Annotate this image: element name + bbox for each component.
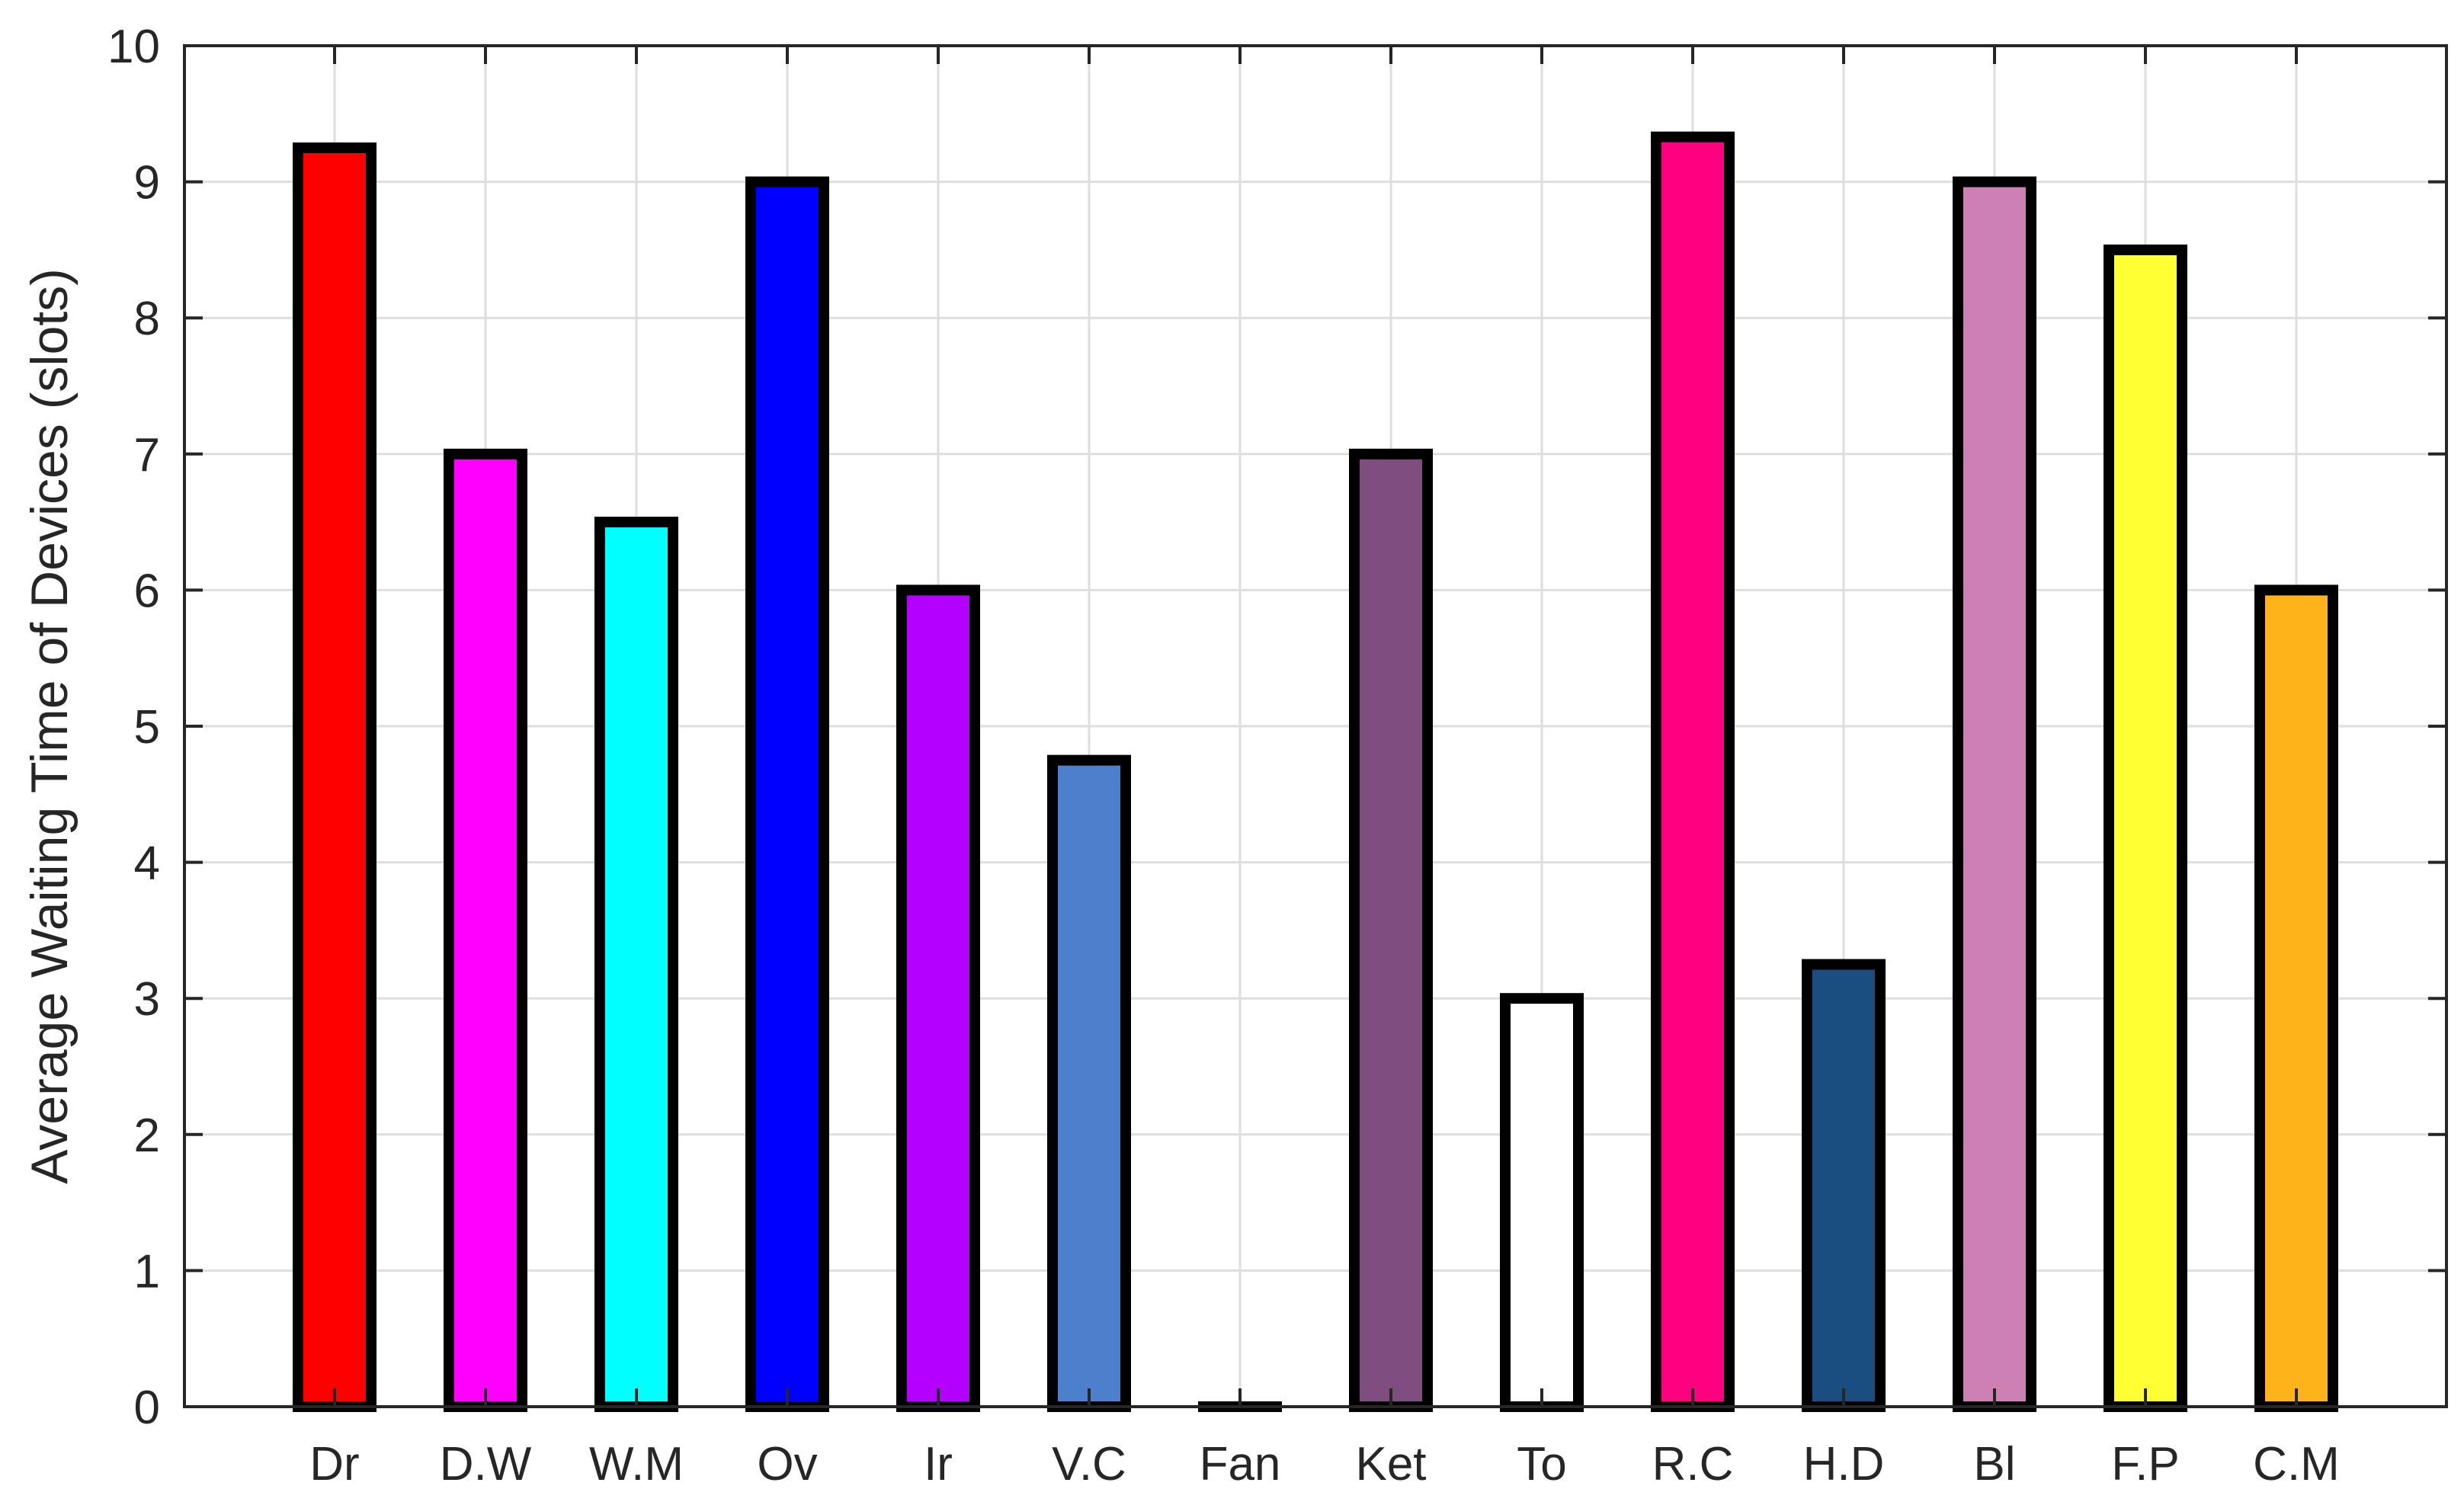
y-tick-label: 3 (134, 973, 160, 1026)
bar-f-p (2104, 244, 2187, 1412)
bar-v-c (1047, 754, 1131, 1412)
y-tick-label: 2 (134, 1110, 160, 1162)
x-tick-label: V.C (1052, 1438, 1126, 1491)
y-tick-label: 5 (134, 701, 160, 754)
x-tick-label: Ket (1355, 1438, 1426, 1491)
x-tick-label: Ov (757, 1438, 817, 1491)
y-tick-label: 0 (134, 1382, 160, 1434)
y-tick-label: 9 (134, 157, 160, 210)
y-axis-label: Average Waiting Time of Devices (slots) (21, 268, 79, 1184)
axis-ticks (184, 44, 2446, 1408)
y-tick-label: 10 (107, 21, 160, 73)
horizontal-gridlines (184, 181, 2446, 1272)
x-tick-label: Dr (309, 1438, 359, 1491)
x-tick-label: Fan (1200, 1438, 1281, 1491)
bar-bl (1953, 176, 2036, 1413)
x-tick-label: W.M (589, 1438, 684, 1491)
x-tick-label: C.M (2253, 1438, 2340, 1491)
bar-w-m (594, 517, 678, 1412)
y-tick-labels: 0 1 2 3 4 5 6 7 8 9 10 (107, 21, 160, 1434)
x-tick-label: Ir (924, 1438, 953, 1491)
bar-dr (293, 142, 376, 1413)
bar-ket (1349, 448, 1433, 1412)
bar-ov (745, 176, 829, 1413)
bar-d-w (444, 448, 527, 1412)
y-tick-label: 4 (134, 837, 160, 890)
bar-to (1500, 993, 1584, 1412)
bar-c-m (2254, 584, 2338, 1412)
bar-r-c (1651, 131, 1735, 1413)
bar-ir (896, 584, 980, 1412)
y-tick-label: 7 (134, 429, 160, 482)
y-tick-label: 8 (134, 293, 160, 345)
x-tick-label: Bl (1973, 1438, 2015, 1491)
x-tick-label: F.P (2111, 1438, 2180, 1491)
y-tick-label: 1 (134, 1245, 160, 1298)
bar-h-d (1802, 959, 1886, 1413)
x-tick-label: D.W (440, 1438, 532, 1491)
x-tick-label: To (1517, 1438, 1566, 1491)
x-tick-label: R.C (1652, 1438, 1734, 1491)
y-tick-label: 6 (134, 565, 160, 617)
x-tick-label: H.D (1803, 1438, 1885, 1491)
x-tick-labels: Dr D.W W.M Ov Ir V.C Fan Ket To R.C H.D Bl F.P C.M (309, 1438, 2340, 1491)
